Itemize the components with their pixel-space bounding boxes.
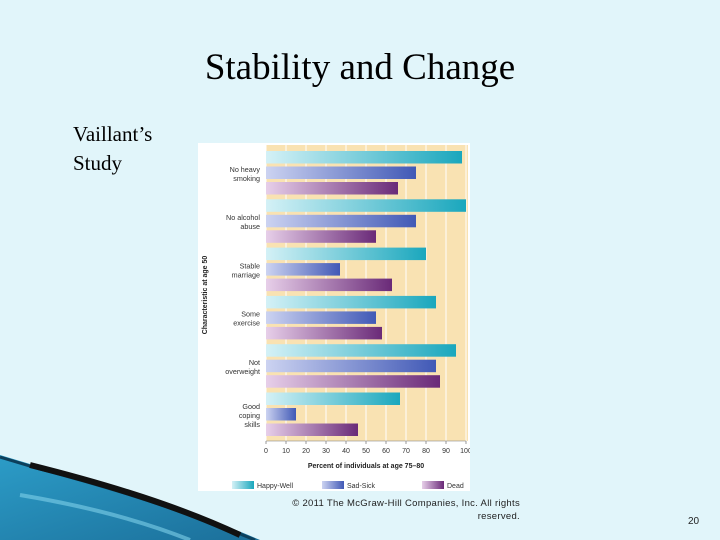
- bar-dead: [266, 278, 392, 292]
- legend-swatch: [422, 481, 444, 489]
- bar-happy-well: [266, 247, 426, 261]
- x-tick-label: 10: [282, 448, 290, 455]
- y-category-label: marriage: [232, 270, 260, 279]
- x-tick-label: 70: [402, 448, 410, 455]
- x-tick-label: 80: [422, 448, 430, 455]
- legend-swatch: [322, 481, 344, 489]
- y-category-label: Good: [242, 402, 260, 411]
- bar-dead: [266, 326, 382, 340]
- corner-swoosh-decoration: [0, 455, 260, 540]
- subtitle-line: Study: [73, 151, 123, 175]
- y-category-label: Not: [249, 358, 260, 367]
- y-category-label: skills: [244, 420, 260, 429]
- bar-sad-sick: [266, 359, 436, 373]
- bar-happy-well: [266, 392, 400, 405]
- bar-sad-sick: [266, 408, 296, 421]
- bar-dead: [266, 182, 398, 195]
- x-tick-label: 100: [460, 448, 470, 455]
- legend-swatch: [232, 481, 254, 489]
- y-category-label: overweight: [225, 367, 260, 376]
- bar-happy-well: [266, 344, 456, 357]
- x-tick-label: 0: [264, 448, 268, 455]
- legend-label: Happy-Well: [257, 483, 293, 490]
- legend-label: Dead: [447, 483, 464, 490]
- copyright-footer: © 2011 The McGraw-Hill Companies, Inc. A…: [262, 497, 520, 523]
- x-tick-label: 50: [362, 448, 370, 455]
- bar-sad-sick: [266, 263, 340, 276]
- y-category-label: exercise: [233, 319, 260, 328]
- bar-dead: [266, 230, 376, 243]
- legend-label: Sad-Sick: [347, 483, 376, 490]
- x-tick-label: 30: [322, 448, 330, 455]
- y-category-label: coping: [239, 411, 260, 420]
- y-category-label: Stable: [240, 261, 260, 270]
- bar-dead: [266, 423, 358, 436]
- y-category-label: abuse: [240, 222, 260, 231]
- slide-subtitle: Vaillant’s Study: [73, 120, 193, 178]
- y-category-label: No alcohol: [226, 213, 260, 222]
- x-tick-label: 40: [342, 448, 350, 455]
- bar-dead: [266, 375, 440, 388]
- bar-sad-sick: [266, 166, 416, 179]
- y-axis-title: Characteristic at age 50: [202, 256, 209, 335]
- x-tick-label: 60: [382, 448, 390, 455]
- subtitle-line: Vaillant’s: [73, 122, 153, 146]
- bar-happy-well: [266, 151, 462, 164]
- bar-sad-sick: [266, 214, 416, 228]
- bar-chart: 0 10 20 30 40 50 60 70 80 90 100 No heavy smoking No …: [198, 143, 472, 491]
- footer-line: reserved.: [477, 511, 520, 522]
- x-tick-label: 90: [442, 448, 450, 455]
- bar-happy-well: [266, 295, 436, 309]
- y-category-label: smoking: [233, 174, 260, 183]
- x-axis-title: Percent of individuals at age 75–80: [308, 463, 424, 470]
- bar-happy-well: [266, 199, 466, 212]
- footer-line: © 2011 The McGraw-Hill Companies, Inc. A…: [292, 498, 520, 509]
- x-tick-label: 20: [302, 448, 310, 455]
- slide-title: Stability and Change: [204, 47, 516, 88]
- y-category-label: Some: [241, 310, 260, 319]
- page-number: 20: [688, 516, 700, 527]
- y-category-label: No heavy: [230, 165, 261, 174]
- bar-sad-sick: [266, 311, 376, 324]
